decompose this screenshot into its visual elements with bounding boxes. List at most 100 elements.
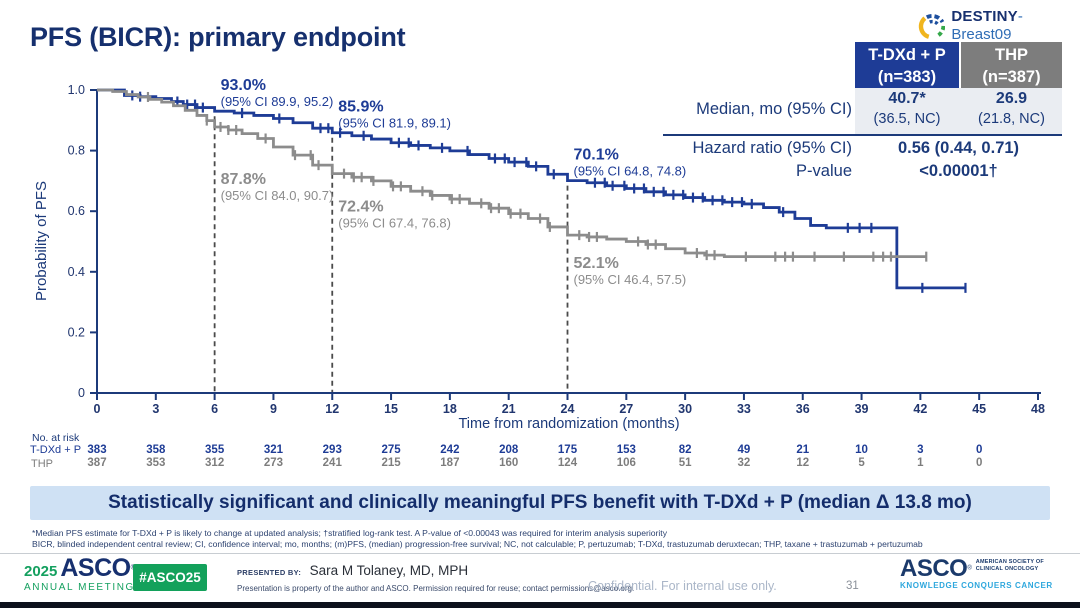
median-thp-ci: (21.8, NC) — [978, 111, 1045, 127]
at-risk-row-label-tdxd: T-DXd + P — [30, 444, 82, 456]
km-annotation-value: 85.9% — [338, 99, 383, 116]
destiny-logo-name: DESTINY — [951, 8, 1018, 25]
at-risk-value: 241 — [322, 457, 342, 469]
permission-notice: Presentation is property of the author a… — [237, 584, 635, 593]
pvalue-value: <0.00001† — [919, 162, 998, 180]
x-tick-label: 42 — [913, 402, 927, 416]
asco-wordmark: ASCO — [60, 554, 131, 582]
at-risk-value: 387 — [87, 457, 107, 469]
median-row-label: Median, mo (95% CI) — [696, 100, 852, 118]
footnote-line2: BICR, blinded independent central review… — [32, 539, 923, 549]
stats-table-divider — [663, 134, 1062, 136]
x-tick-label: 30 — [678, 402, 692, 416]
y-tick-label: 0.8 — [68, 144, 85, 158]
at-risk-value: 12 — [796, 457, 810, 469]
at-risk-value: 215 — [381, 457, 401, 469]
km-annotation-ci: (95% CI 67.4, 76.8) — [338, 216, 451, 231]
km-annotation-value: 72.4% — [338, 199, 383, 216]
at-risk-value: 321 — [263, 444, 284, 456]
page-number: 31 — [846, 580, 859, 592]
stats-col-thp-n: (n=387) — [982, 68, 1041, 86]
at-risk-value: 5 — [858, 457, 865, 469]
y-tick-label: 0 — [78, 386, 85, 400]
axes — [96, 90, 1041, 394]
at-risk-value: 10 — [855, 444, 868, 456]
at-risk-value: 187 — [440, 457, 460, 469]
x-tick-label: 21 — [502, 402, 516, 416]
km-annotation-value: 52.1% — [574, 255, 619, 272]
x-axis-title: Time from randomization (months) — [458, 416, 679, 432]
x-tick-label: 24 — [561, 402, 575, 416]
at-risk-value: 312 — [205, 457, 225, 469]
km-curve-thp — [97, 88, 927, 259]
at-risk-value: 0 — [975, 444, 983, 456]
at-risk-value: 82 — [678, 444, 692, 456]
at-risk-value: 21 — [796, 444, 810, 456]
y-tick-label: 0.2 — [68, 325, 85, 339]
y-tick-label: 1.0 — [68, 83, 85, 97]
stats-col-thp-title: THP — [995, 46, 1028, 64]
at-risk-value: 3 — [917, 444, 924, 456]
page-title: PFS (BICR): primary endpoint — [30, 22, 406, 52]
at-risk-value: 353 — [146, 457, 166, 469]
pvalue-label: P-value — [796, 162, 852, 180]
x-tick-label: 36 — [796, 402, 810, 416]
x-tick-label: 15 — [384, 402, 398, 416]
km-annotation-value: 70.1% — [574, 147, 619, 164]
x-tick-label: 27 — [619, 402, 633, 416]
at-risk-value: 0 — [975, 457, 983, 469]
asco-logo-wordmark: ASCO — [900, 555, 968, 582]
destiny-breast09-logo: DESTINY-Breast09 — [918, 8, 1080, 44]
presented-by: PRESENTED BY: Sara M Tolaney, MD, MPH — [237, 562, 468, 580]
at-risk-value: 208 — [499, 444, 519, 456]
at-risk-row-label-thp: THP — [31, 458, 53, 470]
km-curve-tdxd-p — [97, 88, 966, 290]
km-annotation-ci: (95% CI 46.4, 57.5) — [574, 272, 687, 287]
stats-col-thp-header: THP (n=387) — [961, 42, 1062, 88]
at-risk-value: 1 — [917, 457, 924, 469]
hazard-ratio-value: 0.56 (0.44, 0.71) — [897, 139, 1020, 157]
at-risk-value: 273 — [263, 457, 284, 469]
at-risk-value: 51 — [678, 457, 692, 469]
at-risk-value: 49 — [737, 444, 751, 456]
at-risk-value: 293 — [322, 444, 342, 456]
conclusion-banner: Statistically significant and clinically… — [30, 486, 1050, 520]
stats-col-tdxd-title: T-DXd + P — [868, 46, 946, 64]
at-risk-value: 383 — [87, 444, 107, 456]
asco-society-logo: ASCO®AMERICAN SOCIETY OF CLINICAL ONCOLOG… — [900, 555, 1053, 590]
presented-by-label: PRESENTED BY: — [237, 568, 302, 577]
x-tick-label: 45 — [972, 402, 986, 416]
km-annotation-value: 93.0% — [221, 77, 266, 94]
at-risk-value: 358 — [146, 444, 166, 456]
asco-year: 2025 — [24, 563, 58, 580]
bottom-bar — [0, 602, 1080, 608]
hashtag-badge: #ASCO25 — [133, 564, 207, 591]
km-annotation-ci: (95% CI 84.0, 90.7) — [221, 188, 334, 203]
median-tdxd-value: 40.7* — [888, 90, 926, 107]
y-tick-label: 0.6 — [68, 204, 85, 218]
footnote-line1: *Median PFS estimate for T-DXd + P is li… — [32, 528, 667, 538]
y-axis-title: Probability of PFS — [33, 181, 50, 301]
at-risk-value: 355 — [205, 444, 225, 456]
presenter-name: Sara M Tolaney, MD, MPH — [309, 563, 469, 578]
asco-society-line2: CLINICAL ONCOLOGY — [975, 565, 1039, 572]
median-tdxd-ci: (36.5, NC) — [873, 111, 941, 127]
at-risk-value: 242 — [440, 444, 460, 456]
km-annotation-ci: (95% CI 81.9, 89.1) — [338, 116, 451, 131]
km-chart: 1.00.80.60.40.200 3 6 9 12 15 18 21 24 27 30 33 36 39… — [33, 77, 1045, 432]
stats-col-tdxd-n: (n=383) — [877, 68, 937, 86]
at-risk-value: 175 — [557, 444, 578, 456]
median-row-background — [855, 88, 1062, 134]
at-risk-value: 32 — [737, 457, 751, 469]
x-tick-label: 9 — [270, 402, 277, 416]
at-risk-value: 160 — [499, 457, 519, 469]
footer-divider — [0, 553, 1080, 554]
y-tick-label: 0.4 — [68, 265, 85, 279]
stats-col-tdxd-header: T-DXd + P (n=383) — [855, 42, 959, 88]
km-annotation-value: 87.8% — [221, 171, 266, 188]
km-annotation-ci: (95% CI 64.8, 74.8) — [574, 164, 687, 179]
asco-tagline: KNOWLEDGE CONQUERS CANCER — [900, 581, 1053, 590]
median-thp-value: 26.9 — [995, 90, 1028, 107]
x-tick-label: 39 — [855, 402, 869, 416]
